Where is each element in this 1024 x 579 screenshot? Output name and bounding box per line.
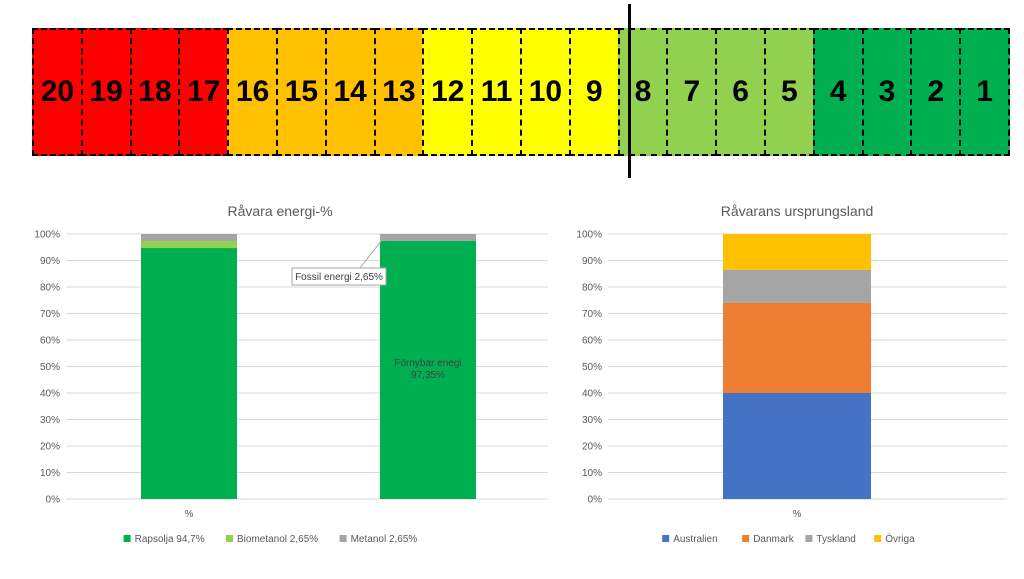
bar-segment: [141, 248, 237, 499]
bar-segment: [141, 234, 237, 242]
scale-cell-4: 4: [812, 28, 864, 156]
bar-segment: [723, 234, 871, 270]
legend-swatch: [662, 535, 670, 542]
y-tick-label: 70%: [40, 309, 60, 320]
y-tick-label: 90%: [40, 256, 60, 267]
chart-title: Råvara energi-%: [227, 203, 332, 219]
scale-cell-1: 1: [959, 28, 1010, 156]
y-tick-label: 20%: [40, 442, 60, 453]
scale-cell-15: 15: [276, 28, 327, 156]
scale-marker-line: [628, 4, 632, 178]
y-tick-label: 0%: [46, 495, 61, 506]
legend-swatch: [742, 535, 750, 542]
scale-cell-14: 14: [324, 28, 376, 156]
y-tick-label: 0%: [588, 495, 603, 506]
y-tick-label: 50%: [582, 362, 602, 373]
legend-entry: Metanol 2,65%: [351, 534, 418, 545]
data-label-fossil: Fossil energi 2,65%: [295, 272, 383, 283]
raw-material-energy-chart: Råvara energi-% 0% 10% 20% 30% 40% 50% 60% 70% 80…: [34, 203, 548, 545]
callout-leader: [359, 237, 385, 269]
callout-box: [291, 267, 387, 286]
scale-cell-17: 17: [178, 28, 230, 156]
y-tick-label: 80%: [40, 283, 60, 294]
bar-segment: [723, 393, 871, 499]
y-tick-label: 10%: [40, 468, 60, 479]
y-tick-label: 80%: [582, 283, 602, 294]
scale-cell-20: 20: [32, 28, 83, 156]
y-tick-label: 60%: [40, 336, 60, 347]
bar-segment: [141, 241, 237, 249]
legend-entry: Australien: [673, 534, 717, 545]
y-tick-label: 30%: [582, 415, 602, 426]
legend-swatch: [123, 535, 131, 542]
scale-cell-2: 2: [910, 28, 962, 156]
bar-segment: [380, 241, 476, 499]
y-tick-label: 10%: [582, 468, 602, 479]
y-tick-label: 40%: [40, 389, 60, 400]
scale-cell-10: 10: [520, 28, 571, 156]
scale-cell-3: 3: [861, 28, 913, 156]
legend-swatch: [339, 535, 347, 542]
y-tick-label: 50%: [40, 362, 60, 373]
legend-entry: Tyskland: [816, 534, 855, 545]
scale-cell-19: 19: [80, 28, 132, 156]
legend-entry: Biometanol 2,65%: [237, 534, 318, 545]
scale-cell-5: 5: [764, 28, 815, 156]
bar-segment: [380, 234, 476, 242]
y-tick-label: 100%: [576, 230, 602, 241]
legend-swatch: [874, 535, 882, 542]
y-tick-label: 100%: [34, 230, 60, 241]
legend-swatch: [805, 535, 813, 542]
y-tick-label: 90%: [582, 256, 602, 267]
scale-cell-8: 8: [617, 28, 669, 156]
origin-country-chart: Råvarans ursprungsland 0% 10% 20% 30% 40% 50% 6…: [576, 203, 1007, 545]
scale-cell-7: 7: [666, 28, 718, 156]
y-tick-label: 20%: [582, 442, 602, 453]
bar-segment: [723, 302, 871, 393]
scale-cell-6: 6: [715, 28, 766, 156]
x-tick-label: %: [793, 509, 802, 520]
legend-entry: Danmark: [753, 534, 795, 545]
x-tick-label: %: [185, 509, 194, 520]
scale-cell-16: 16: [227, 28, 278, 156]
chart-title: Råvarans ursprungsland: [721, 203, 874, 219]
bar-segment: [723, 269, 871, 303]
y-tick-label: 40%: [582, 389, 602, 400]
scale-cell-18: 18: [129, 28, 181, 156]
data-label-renewable: Förnybar enegi 97,35%: [394, 358, 461, 381]
y-tick-label: 70%: [582, 309, 602, 320]
y-tick-label: 60%: [582, 336, 602, 347]
legend-entry: Övriga: [885, 533, 915, 545]
energy-scale: 20 19 18 17 16 15 14 13 12 11 10 9 8 7 6 5 4 3 2 1: [0, 0, 1024, 185]
scale-cell-13: 13: [373, 28, 425, 156]
scale-cell-11: 11: [471, 28, 522, 156]
legend-swatch: [226, 535, 233, 542]
legend-entry: Rapsolja 94,7%: [135, 534, 205, 545]
scale-cell-9: 9: [568, 28, 620, 156]
y-tick-label: 30%: [40, 415, 60, 426]
scale-cell-12: 12: [422, 28, 474, 156]
